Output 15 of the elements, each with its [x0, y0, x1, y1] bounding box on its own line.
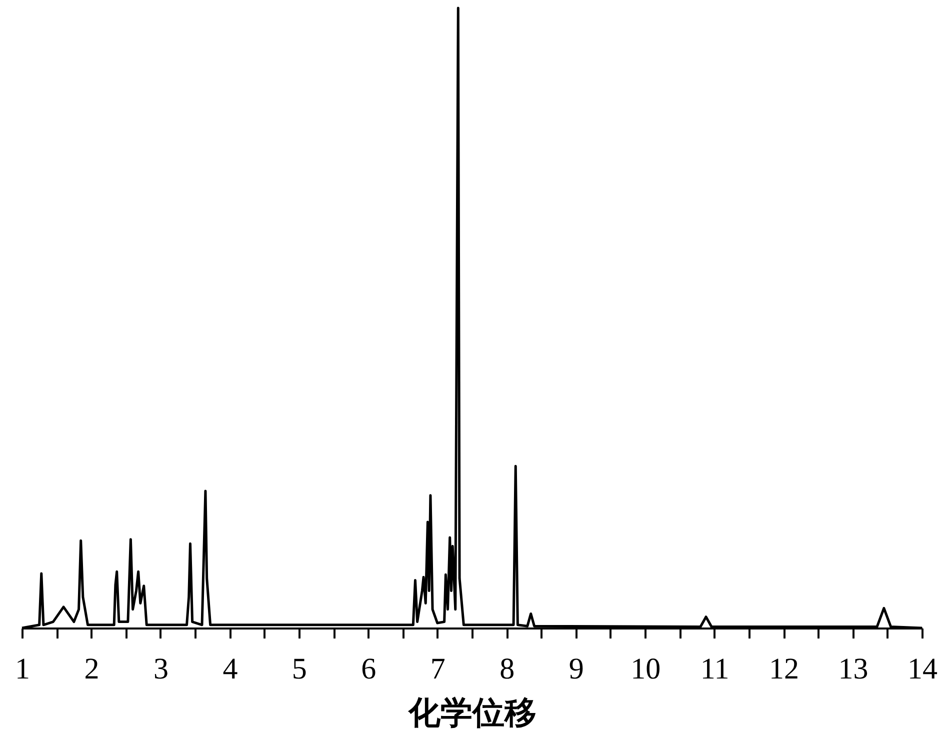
x-tick-label: 7 [430, 652, 446, 686]
x-tick-label: 14 [908, 652, 938, 686]
x-tick-label: 5 [292, 652, 307, 686]
x-tick-label: 4 [222, 652, 238, 686]
x-tick-label: 8 [500, 652, 515, 686]
x-tick-label: 2 [84, 652, 100, 686]
x-tick-label: 10 [630, 652, 661, 686]
x-tick-label: 9 [568, 652, 584, 686]
x-axis-title: 化学位移 [408, 694, 536, 730]
x-tick-label: 6 [361, 652, 376, 686]
x-tick-label: 12 [769, 652, 800, 686]
x-tick-label: 11 [700, 652, 730, 686]
x-tick-label: 13 [838, 652, 868, 686]
x-tick-label: 1 [15, 652, 30, 686]
x-tick-label: 3 [153, 652, 168, 686]
